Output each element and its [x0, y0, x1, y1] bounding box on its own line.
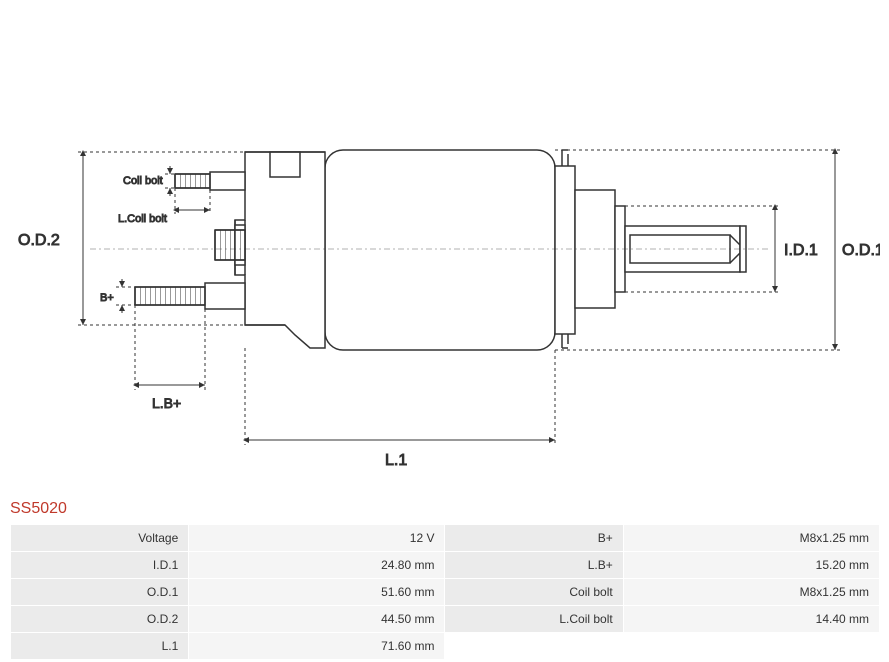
spec-value: M8x1.25 mm: [623, 579, 879, 606]
spec-label: L.1: [11, 633, 189, 660]
id1-label: I.D.1: [784, 242, 818, 259]
l1-label: L.1: [385, 452, 407, 469]
coilbolt-label: Coil bolt: [123, 175, 163, 187]
spec-label: B+: [445, 525, 623, 552]
spec-value: 14.40 mm: [623, 606, 879, 633]
spec-value: 12 V: [189, 525, 445, 552]
spec-value: 15.20 mm: [623, 552, 879, 579]
od1-label: O.D.1: [842, 242, 880, 259]
specifications-table: Voltage12 VB+M8x1.25 mmI.D.124.80 mmL.B+…: [10, 524, 880, 660]
spec-value: 71.60 mm: [189, 633, 445, 660]
spec-label: I.D.1: [11, 552, 189, 579]
technical-diagram: O.D.2 O.D.1 I.D.1 L.1 L.B+ B+ Coil bolt: [10, 130, 880, 490]
spec-label: O.D.2: [11, 606, 189, 633]
table-row: O.D.244.50 mmL.Coil bolt14.40 mm: [11, 606, 880, 633]
part-number: SS5020: [10, 500, 67, 518]
spec-value: [623, 633, 879, 660]
od2-label: O.D.2: [18, 232, 60, 249]
spec-value: M8x1.25 mm: [623, 525, 879, 552]
table-row: L.171.60 mm: [11, 633, 880, 660]
spec-label: L.B+: [445, 552, 623, 579]
spec-value: 24.80 mm: [189, 552, 445, 579]
spec-label: Coil bolt: [445, 579, 623, 606]
spec-label: [445, 633, 623, 660]
spec-label: O.D.1: [11, 579, 189, 606]
bplus-label: B+: [100, 292, 114, 304]
table-row: I.D.124.80 mmL.B+15.20 mm: [11, 552, 880, 579]
lcoilbolt-label: L.Coil bolt: [118, 213, 167, 225]
lbplus-label: L.B+: [152, 395, 181, 411]
spec-value: 51.60 mm: [189, 579, 445, 606]
spec-label: Voltage: [11, 525, 189, 552]
spec-label: L.Coil bolt: [445, 606, 623, 633]
table-row: O.D.151.60 mmCoil boltM8x1.25 mm: [11, 579, 880, 606]
table-row: Voltage12 VB+M8x1.25 mm: [11, 525, 880, 552]
spec-value: 44.50 mm: [189, 606, 445, 633]
